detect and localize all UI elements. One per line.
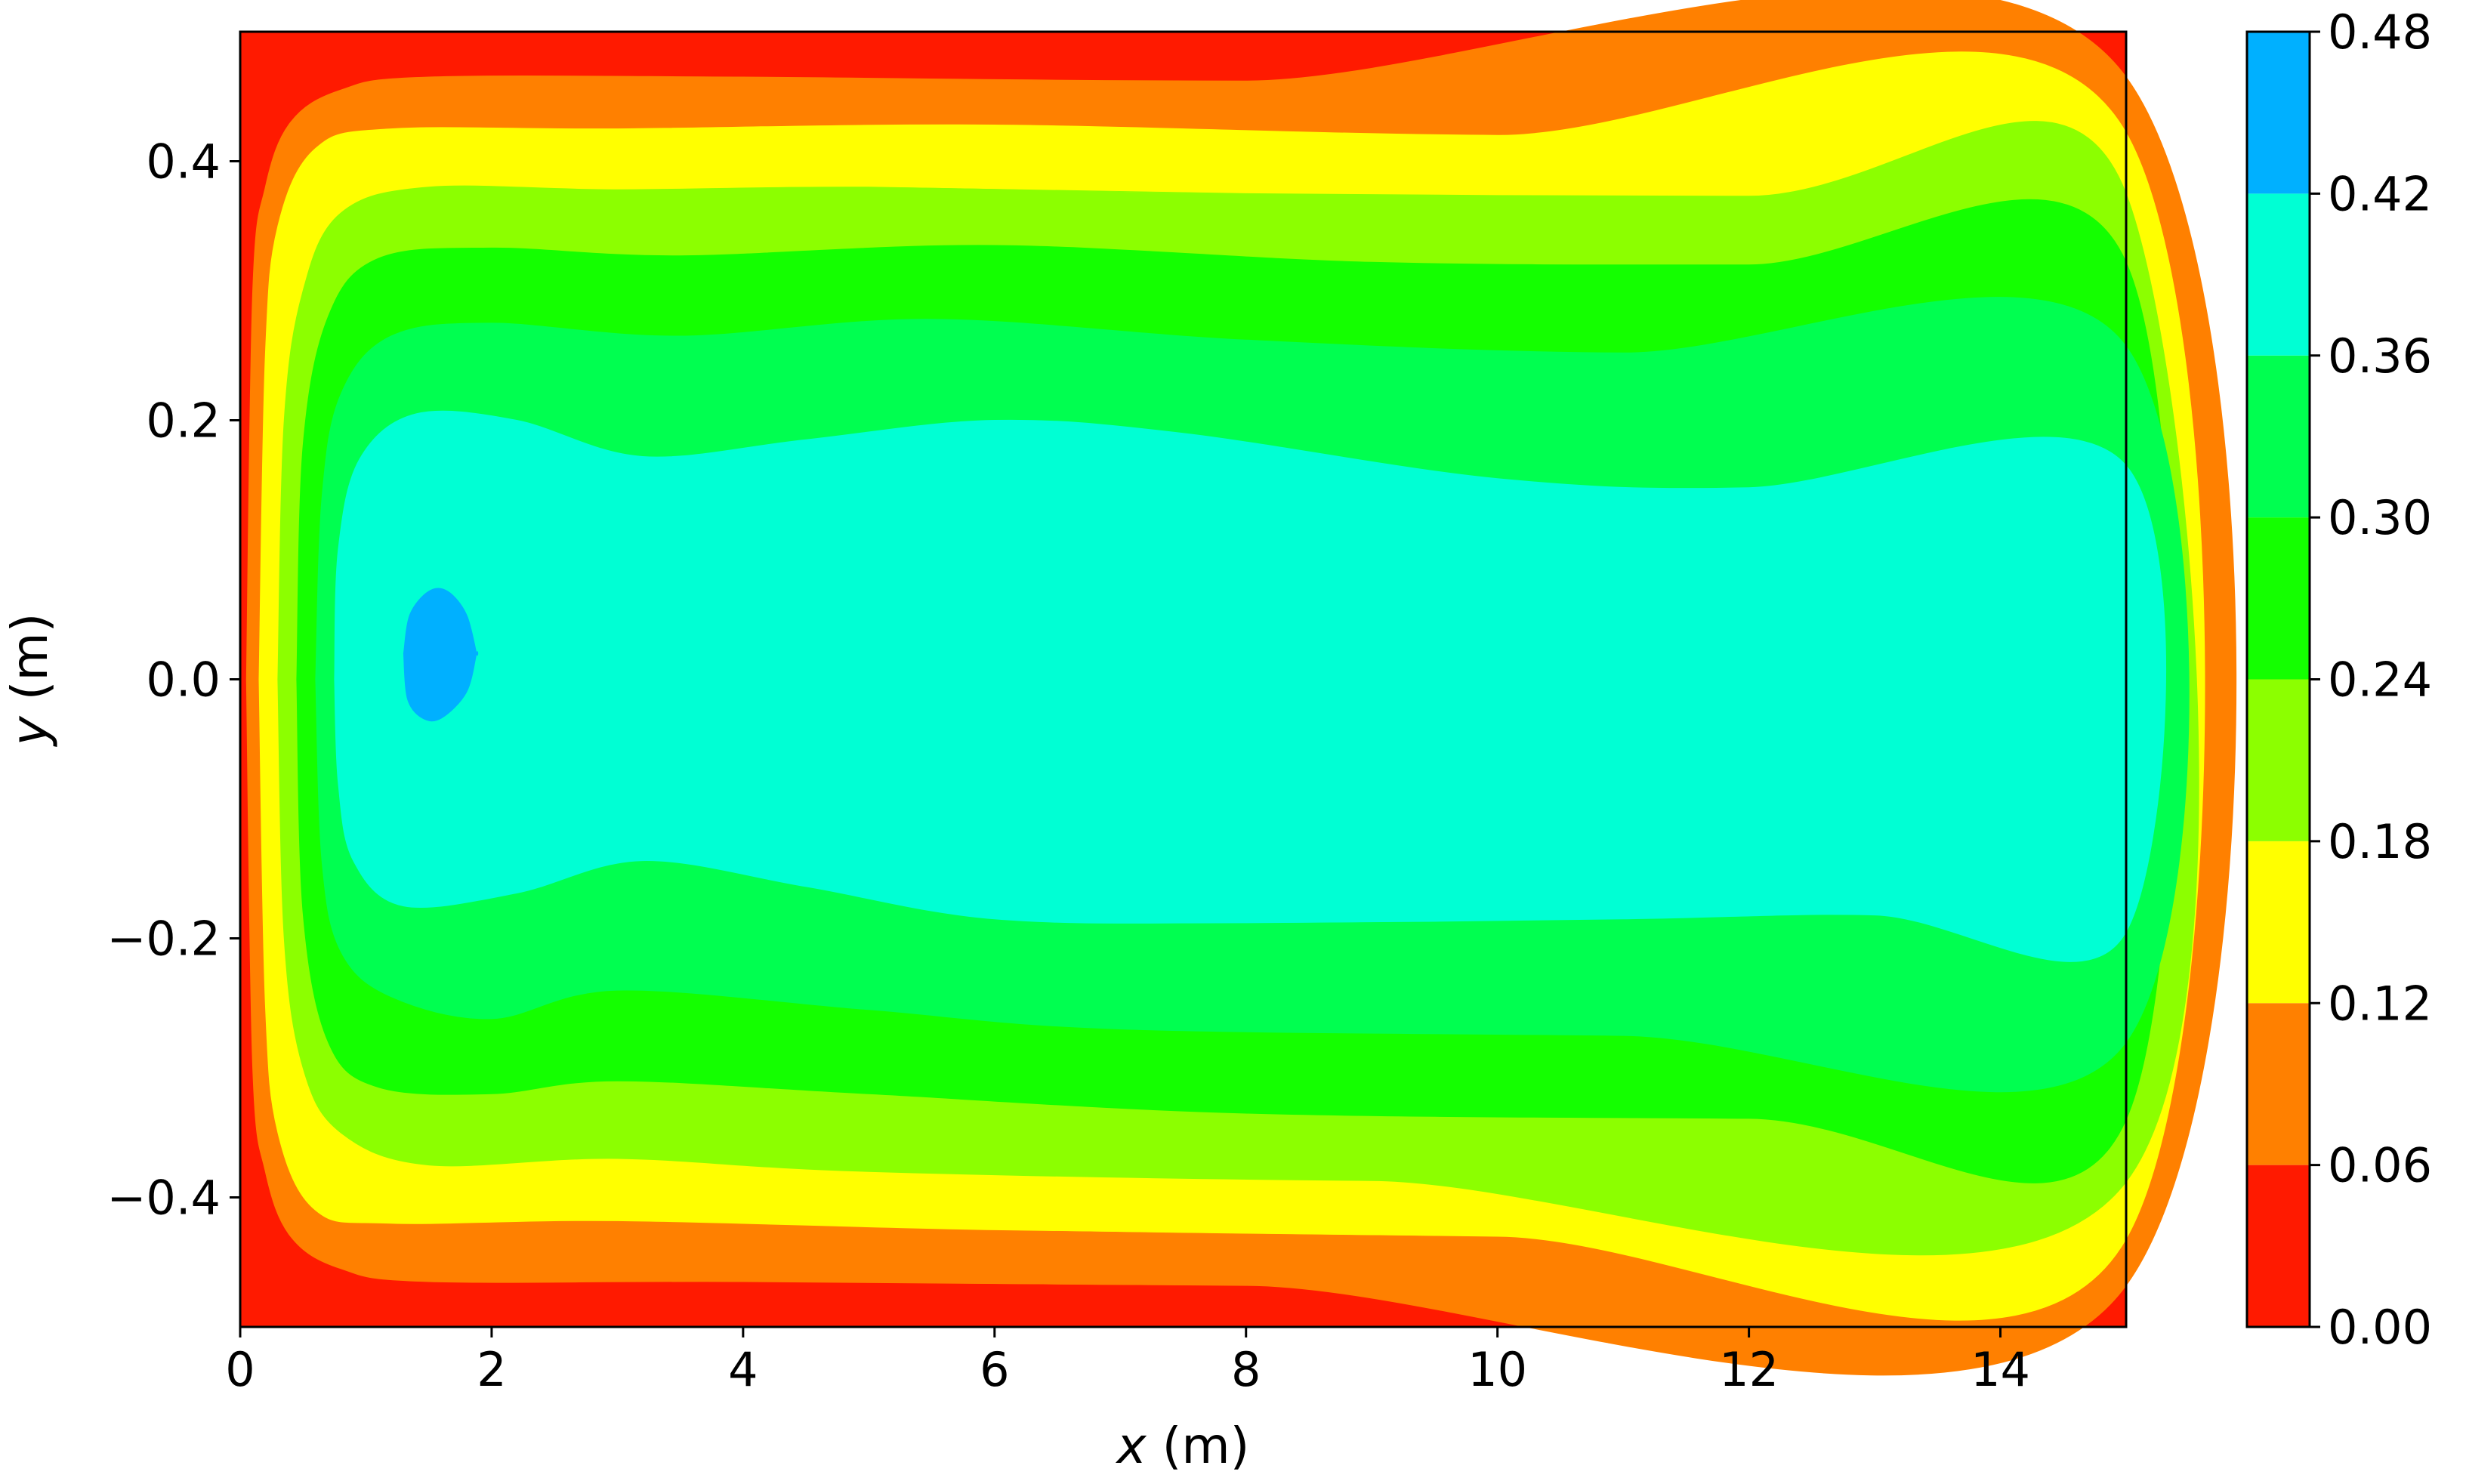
x-tick-label: 0 (225, 1342, 255, 1397)
colorbar-segment (2247, 32, 2310, 194)
x-tick-label: 2 (477, 1342, 506, 1397)
y-tick-label: −0.2 (106, 912, 221, 967)
x-axis-label: x (m) (1116, 1417, 1250, 1475)
y-tick-label: 0.4 (146, 134, 221, 190)
contour-band-7 (403, 588, 479, 722)
colorbar-segment (2247, 355, 2310, 518)
contour-fill-layer (240, 0, 2237, 1376)
colorbar-tick-label: 0.48 (2328, 5, 2432, 60)
colorbar: 0.00 0.06 0.12 0.18 0.24 0.30 0.36 0.42 0.48 (2245, 5, 2432, 1355)
colorbar-segment (2247, 679, 2310, 841)
y-axis-label: y (m) (1, 613, 59, 748)
colorbar-segment (2247, 1165, 2310, 1327)
x-axis-label-variable: x (1116, 1417, 1147, 1475)
colorbar-segment (2247, 193, 2310, 356)
x-tick-label: 8 (1231, 1342, 1261, 1397)
colorbar-tick-label: 0.30 (2328, 490, 2432, 545)
x-axis-label-unit: (m) (1147, 1417, 1250, 1475)
colorbar-tick-label: 0.06 (2328, 1138, 2432, 1193)
colorbar-tick-label: 0.00 (2328, 1300, 2432, 1355)
y-tick-label: 0.2 (146, 393, 221, 449)
x-tick-label: 4 (728, 1342, 758, 1397)
x-axis: 0 2 4 6 8 10 12 14 (225, 1327, 2030, 1397)
y-axis-label-unit: (m) (1, 613, 59, 717)
y-axis-label-variable: y (1, 715, 59, 747)
y-tick-label: −0.4 (106, 1171, 221, 1226)
colorbar-tick-label: 0.18 (2328, 814, 2432, 869)
colorbar-tick-label: 0.42 (2328, 166, 2432, 221)
colorbar-tick-label: 0.36 (2328, 329, 2432, 384)
colorbar-tick-label: 0.12 (2328, 976, 2432, 1031)
colorbar-segment (2247, 1003, 2310, 1165)
colorbar-segment (2247, 517, 2310, 680)
y-axis: −0.4 −0.2 0.0 0.2 0.4 (106, 134, 240, 1226)
colorbar-segment (2247, 841, 2310, 1004)
x-tick-label: 6 (980, 1342, 1009, 1397)
colorbar-tick-label: 0.24 (2328, 653, 2432, 708)
x-tick-label: 12 (1719, 1342, 1779, 1397)
contour-band-6 (334, 410, 2166, 962)
x-tick-label: 14 (1971, 1342, 2030, 1397)
x-tick-label: 10 (1468, 1342, 1527, 1397)
y-tick-label: 0.0 (146, 653, 221, 708)
